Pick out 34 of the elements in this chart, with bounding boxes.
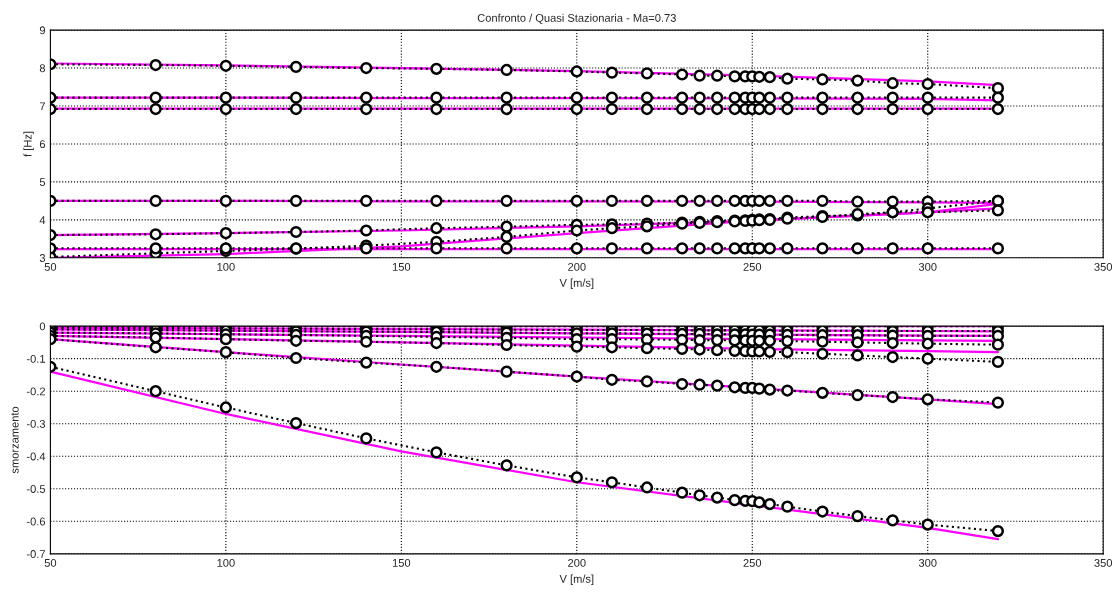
x-tick-label: 350: [1094, 558, 1113, 567]
y-tick-label: -0.4: [26, 452, 46, 461]
x-tick-label: 100: [217, 558, 235, 567]
x-tick-label: 250: [743, 262, 762, 271]
x-tick-label: 200: [568, 558, 586, 567]
x-tick-label: 300: [918, 262, 937, 271]
y-tick-label: 7: [39, 102, 45, 111]
x-tick-label: 50: [44, 558, 57, 567]
y-tick-label: 5: [39, 178, 46, 187]
x-tick-label: 50: [44, 262, 57, 271]
chart-title: Confronto / Quasi Stazionaria - Ma=0.73: [477, 13, 676, 24]
y-tick-label: 8: [39, 64, 46, 73]
x-axis-title: V [m/s]: [559, 574, 594, 585]
y-tick-label: 4: [39, 216, 46, 224]
x-tick-label: 250: [743, 558, 762, 567]
x-tick-label: 150: [392, 262, 411, 271]
y-tick-label: -0.6: [26, 517, 46, 526]
y-tick-label: 0: [39, 322, 46, 331]
x-tick-label: 350: [1094, 262, 1113, 271]
x-tick-label: 150: [392, 558, 411, 567]
x-tick-label: 100: [217, 262, 235, 271]
y-tick-label: 3: [39, 254, 46, 262]
x-axis-title: V [m/s]: [559, 278, 594, 289]
y-axis-title: f [Hz]: [23, 131, 34, 157]
y-tick-label: -0.7: [26, 550, 45, 558]
y-axis-title: smorzamento: [11, 406, 19, 474]
y-tick-label: -0.3: [26, 419, 46, 428]
y-tick-label: -0.5: [26, 485, 46, 493]
y-tick-label: 6: [39, 140, 46, 149]
y-tick-label: -0.1: [26, 354, 45, 363]
y-tick-label: 9: [39, 26, 46, 35]
x-tick-label: 300: [918, 558, 937, 567]
x-tick-label: 200: [568, 262, 586, 271]
y-tick-label: -0.2: [26, 387, 45, 396]
